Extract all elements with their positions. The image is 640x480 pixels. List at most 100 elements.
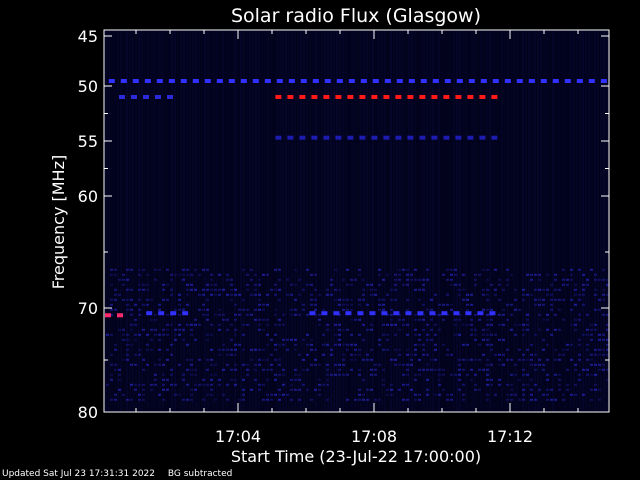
emission-speckle [586,358,589,361]
emission-speckle [510,328,513,331]
emission-speckle [338,373,341,376]
noise-stripe [204,31,206,411]
emission-segment [324,79,331,83]
emission-speckle [510,273,513,276]
emission-speckle [358,353,361,356]
emission-speckle [186,398,189,401]
emission-speckle [278,288,281,291]
emission-speckle [486,318,489,321]
emission-speckle [118,378,121,381]
emission-speckle [562,393,565,396]
noise-stripe [294,31,296,411]
emission-speckle [518,398,521,401]
emission-speckle [290,308,293,311]
emission-speckle [342,353,345,356]
emission-speckle [390,288,393,291]
emission-speckle [466,373,469,376]
noise-stripe [273,31,275,411]
noise-stripe [357,31,359,411]
emission-speckle [226,363,229,366]
emission-speckle [190,368,193,371]
emission-speckle [234,343,237,346]
emission-speckle [170,278,173,281]
noise-stripe [237,31,239,411]
emission-speckle [234,293,237,296]
noise-stripe [285,31,287,411]
emission-speckle [206,298,209,301]
emission-speckle [278,298,281,301]
emission-speckle [534,333,537,336]
emission-speckle [382,383,385,386]
emission-speckle [594,348,597,351]
emission-speckle [426,378,429,381]
emission-segment [357,311,364,316]
emission-speckle [130,298,133,301]
emission-speckle [342,363,345,366]
emission-speckle [210,378,213,381]
emission-speckle [154,383,157,386]
emission-speckle [606,348,609,351]
emission-speckle [206,368,209,371]
noise-stripe [309,31,311,411]
emission-speckle [186,288,189,291]
emission-speckle [606,353,609,356]
emission-speckle [266,393,269,396]
emission-speckle [274,288,277,291]
emission-speckle [546,398,549,401]
emission-speckle [290,313,293,316]
emission-speckle [334,333,337,336]
emission-speckle [114,343,117,346]
emission-speckle [442,343,445,346]
emission-speckle [402,268,405,271]
noise-stripe [360,31,362,411]
noise-stripe [369,31,371,411]
emission-speckle [450,308,453,311]
emission-speckle [454,373,457,376]
emission-speckle [550,388,553,391]
emission-speckle [290,378,293,381]
emission-speckle [606,343,609,346]
noise-stripe [486,31,488,411]
emission-speckle [250,293,253,296]
y-tick-label: 45 [78,27,98,46]
emission-speckle [410,278,413,281]
emission-speckle [426,323,429,326]
emission-speckle [190,323,193,326]
emission-speckle [382,303,385,306]
emission-speckle [262,368,265,371]
emission-speckle [366,353,369,356]
emission-speckle [218,348,221,351]
emission-speckle [426,353,429,356]
noise-stripe [342,31,344,411]
emission-speckle [238,343,241,346]
emission-speckle [146,273,149,276]
emission-segment [167,95,173,99]
emission-speckle [318,293,321,296]
emission-speckle [230,368,233,371]
emission-speckle [242,393,245,396]
y-tick-label: 80 [78,403,98,422]
noise-stripe [171,31,173,411]
emission-speckle [534,298,537,301]
emission-speckle [590,388,593,391]
emission-speckle [478,388,481,391]
emission-speckle [202,288,205,291]
emission-speckle [158,333,161,336]
emission-speckle [514,308,517,311]
emission-speckle [126,298,129,301]
emission-speckle [542,298,545,301]
emission-speckle [390,388,393,391]
emission-speckle [410,353,413,356]
emission-speckle [142,358,145,361]
emission-speckle [190,283,193,286]
emission-speckle [486,363,489,366]
emission-speckle [474,273,477,276]
emission-speckle [230,288,233,291]
emission-speckle [354,278,357,281]
emission-speckle [514,333,517,336]
emission-speckle [558,308,561,311]
emission-speckle [502,353,505,356]
emission-speckle [150,348,153,351]
emission-speckle [282,313,285,316]
emission-speckle [598,388,601,391]
